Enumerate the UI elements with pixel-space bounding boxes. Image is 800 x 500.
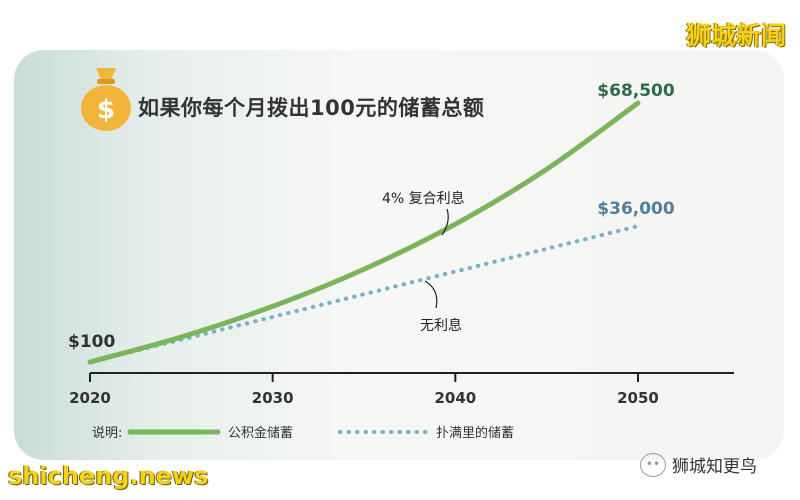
x-tick-label-2030: 2030 <box>252 389 294 407</box>
series-line-no-interest <box>88 224 640 364</box>
wechat-account: •• 狮城知更鸟 <box>640 452 757 477</box>
x-tick-label-2050: 2050 <box>617 389 659 407</box>
annotation-compound: 4% 复合利息 <box>382 190 465 207</box>
x-tick-label-2020: 2020 <box>69 389 111 407</box>
legend-title: 说明: <box>92 426 122 441</box>
start-value-label: $100 <box>68 332 115 352</box>
legend-label-no-interest: 扑满里的储蓄 <box>436 425 514 441</box>
annotation-no-interest: 无利息 <box>420 317 462 334</box>
series-line-compound <box>87 100 641 365</box>
end-value-label-no-interest: $36,000 <box>597 199 675 219</box>
money-bag-icon: $ <box>78 64 134 138</box>
wechat-icon: •• <box>640 452 666 477</box>
svg-text:$: $ <box>97 95 115 125</box>
watermark-top: 狮城新闻 <box>685 21 786 50</box>
legend-label-compound: 公积金储蓄 <box>228 425 293 441</box>
x-tick-label-2040: 2040 <box>434 389 476 407</box>
watermark-bottom: shicheng.news <box>8 462 209 490</box>
end-value-label-compound: $68,500 <box>597 81 675 101</box>
wechat-account-name: 狮城知更鸟 <box>672 457 757 477</box>
annotation-compound-leader <box>441 208 449 236</box>
annotation-no-interest-leader <box>424 280 438 309</box>
chart-title: 如果你每个月拨出100元的储蓄总额 <box>138 96 485 120</box>
